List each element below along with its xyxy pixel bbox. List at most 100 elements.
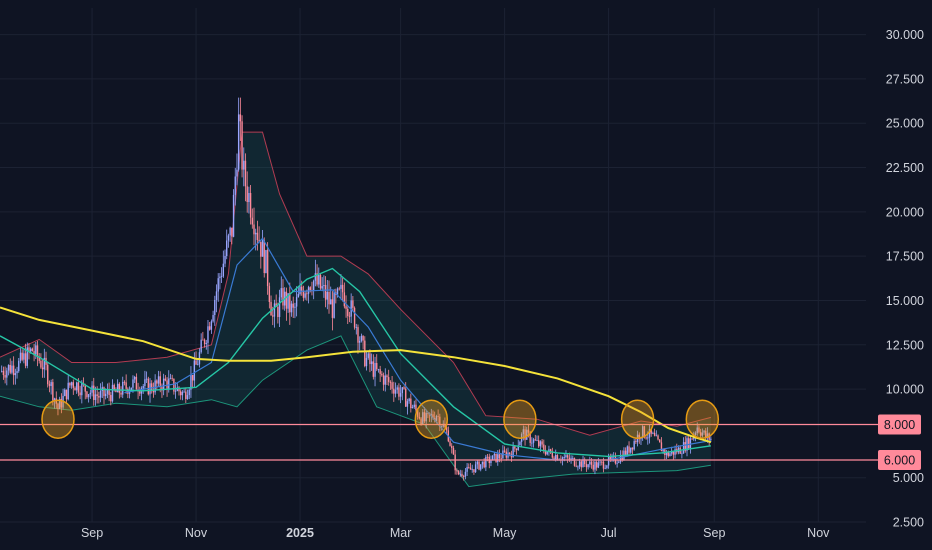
candle-body [578,461,581,467]
candle-body [152,390,155,393]
candle-body [77,382,80,393]
candle-body [355,327,357,328]
candle-body [367,353,369,358]
candle-body [183,391,185,393]
candle-body [19,352,22,361]
candle-body [572,458,574,459]
candle-body [691,438,693,440]
candle-body [1,370,3,372]
candle-body [258,239,260,242]
candle-body [645,437,647,439]
candle-body [58,398,61,409]
candle-body [122,381,124,395]
candle-body [655,435,658,437]
candle-body [127,388,129,394]
candle-body [609,457,611,459]
candle-body [38,357,40,361]
candle-body [294,306,296,308]
candle-body [580,461,583,468]
candle-body [476,461,479,465]
candle-body [251,217,253,225]
candle-body [699,432,702,436]
candle-body [606,465,608,468]
candle-body [394,389,397,394]
candle-body [331,299,334,318]
candle-body [509,452,511,454]
y-tick-label: 25.000 [886,117,924,131]
ma-long-line [0,306,712,444]
highlight-circle [41,399,75,439]
candle-body [277,306,279,317]
candle-body [670,450,673,454]
candle-body [57,403,59,409]
candle-body [514,446,516,449]
candle-body [94,394,97,400]
candle-body [468,467,470,468]
candle-body [224,256,226,264]
candle-body [423,412,426,422]
candle-body [190,375,192,390]
candle-body [67,382,69,400]
candle-body [195,360,197,365]
candle-body [485,456,487,468]
candle-body [445,427,448,431]
y-tick-label: 5.000 [893,471,924,485]
candle-body [631,447,634,450]
candle-body [372,361,375,377]
candle-body [115,389,117,393]
candle-body [103,387,105,397]
candle-body [147,378,150,395]
candle-body [227,235,230,241]
candle-body [47,364,49,385]
candle-body [515,448,518,450]
candle-body [203,339,206,344]
candle-body [79,392,81,396]
candle-body [561,457,564,461]
candle-body [299,286,301,295]
candle-body [589,461,591,465]
candle-body [657,435,659,440]
candle-body [473,469,475,473]
candle-body [312,280,315,291]
horizontal-levels[interactable]: 8.000 6.000 [0,414,921,470]
y-axis: 30.000 27.500 25.000 22.500 20.000 17.500 15.0… [886,28,924,529]
candle-body [104,393,107,397]
candle-body [29,348,32,352]
candle-body [529,432,531,443]
candle-body [70,382,73,386]
candle-body [309,287,311,291]
candle-body [18,360,20,372]
candle-body [87,394,90,398]
y-tick-label: 22.500 [886,161,924,175]
candle-body [292,303,294,308]
candle-body [590,461,593,465]
candle-body [207,326,209,343]
candle-body [35,345,37,355]
candle-body [65,389,68,400]
candle-body [698,427,700,433]
candle-body [64,389,66,396]
x-tick-label: Mar [390,526,412,540]
candle-body [483,461,485,468]
candle-body [444,423,446,428]
candle-body [229,227,231,236]
candle-body [9,365,11,373]
candle-body [110,395,112,402]
candle-body [275,303,277,307]
candle-body [290,303,293,313]
candle-body [575,465,577,467]
candle-body [602,461,605,469]
candle-body [384,375,386,385]
candle-body [422,412,424,424]
candle-body [618,461,620,463]
candle-body [210,321,213,330]
candle-body [701,432,704,436]
candle-body [6,370,8,378]
candle-body [425,412,427,422]
candle-body [248,193,250,202]
candle-body [474,464,477,473]
candle-body [144,379,146,386]
candle-body [217,278,219,292]
candle-body [408,398,410,402]
